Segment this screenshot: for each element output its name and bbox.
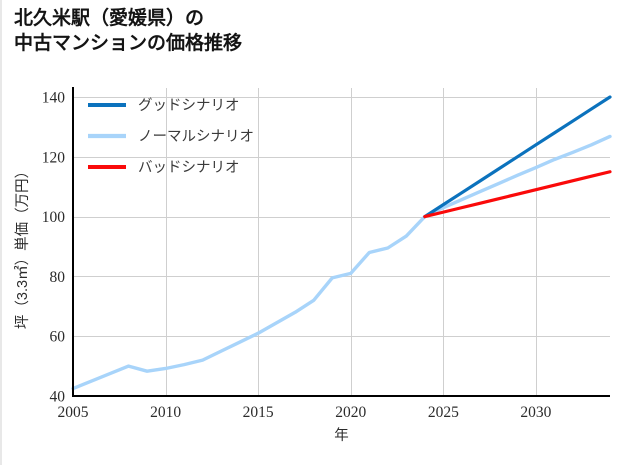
legend-label-bad: バッドシナリオ <box>138 160 240 176</box>
axis-spines <box>71 87 610 398</box>
y-tick-label: 140 <box>42 90 66 107</box>
x-tick-label: 2005 <box>58 404 89 421</box>
chart-title: 北久米駅（愛媛県）の 中古マンションの価格推移 <box>14 8 243 55</box>
series-line-good <box>423 95 612 219</box>
series-line-bad <box>423 170 612 219</box>
y-tick-label: 120 <box>42 149 66 166</box>
x-tick-label: 2020 <box>335 404 366 421</box>
x-axis-title: 年 <box>334 427 349 444</box>
legend-label-good: グッドシナリオ <box>138 97 240 114</box>
y-tick-label: 100 <box>42 209 66 226</box>
axis-titles: 年 坪（3.3㎡）単価（万円） <box>14 164 349 444</box>
axis-tick-labels: 40 60 80 100 120 140 2005 2010 2015 2020 2025 2030 <box>42 90 552 422</box>
series-line-normal <box>71 134 612 391</box>
x-tick-label: 2030 <box>520 404 551 421</box>
x-tick-label: 2010 <box>150 404 181 421</box>
y-tick-label: 80 <box>50 269 66 286</box>
legend-label-normal: ノーマルシナリオ <box>138 129 254 145</box>
y-tick-label: 40 <box>50 389 66 406</box>
series-lines <box>71 95 612 391</box>
y-tick-label: 60 <box>50 329 66 346</box>
x-tick-label: 2015 <box>243 404 274 421</box>
x-tick-label: 2025 <box>428 404 459 421</box>
y-axis-title: 坪（3.3㎡）単価（万円） <box>14 164 31 329</box>
